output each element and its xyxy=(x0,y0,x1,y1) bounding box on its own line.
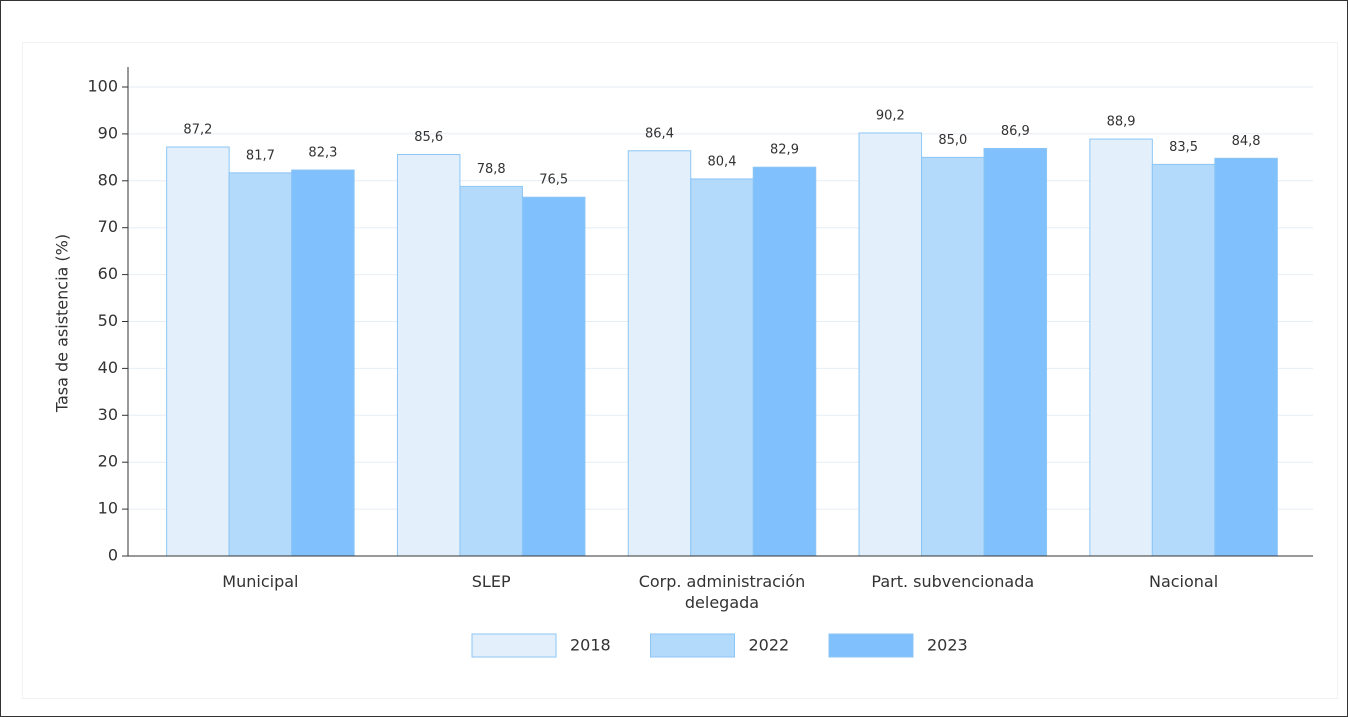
y-tick-label: 80 xyxy=(98,170,118,189)
x-tick-label: SLEP xyxy=(471,572,511,591)
y-tick-label: 10 xyxy=(98,499,118,518)
y-tick-label: 60 xyxy=(98,264,118,283)
value-label: 86,9 xyxy=(1001,124,1030,139)
legend-label: 2022 xyxy=(749,636,790,655)
x-tick-label: Part. subvencionada xyxy=(871,572,1035,591)
x-tick-label: Corp. administración delegada xyxy=(638,572,806,612)
y-axis-title: Tasa de asistencia (%) xyxy=(53,234,72,413)
value-label: 85,0 xyxy=(938,133,967,148)
x-tick-label: Nacional xyxy=(1148,572,1219,591)
bar xyxy=(459,185,523,557)
bar xyxy=(396,154,461,557)
legend-swatch xyxy=(650,633,735,658)
bar xyxy=(690,178,754,557)
value-label: 83,5 xyxy=(1169,140,1198,155)
y-tick-label: 100 xyxy=(87,77,118,96)
bar xyxy=(291,169,355,557)
y-tick-label: 70 xyxy=(98,217,118,236)
legend-label: 2018 xyxy=(570,636,611,655)
value-label: 81,7 xyxy=(246,148,275,163)
bar xyxy=(858,132,923,557)
panel xyxy=(22,42,1338,699)
value-label: 82,9 xyxy=(770,143,799,158)
x-tick-label: Municipal xyxy=(222,572,299,591)
bar xyxy=(921,156,985,557)
bar xyxy=(1214,157,1278,557)
bar xyxy=(752,166,817,557)
legend-swatch xyxy=(828,633,914,658)
bar xyxy=(1089,138,1153,557)
y-tick-label: 0 xyxy=(108,546,118,565)
bar xyxy=(627,150,692,557)
value-label: 85,6 xyxy=(414,130,443,145)
value-label: 87,2 xyxy=(183,123,212,138)
bar xyxy=(228,172,293,557)
value-label: 90,2 xyxy=(876,108,905,123)
value-label: 76,5 xyxy=(539,173,568,188)
bar xyxy=(1151,163,1216,557)
value-label: 78,8 xyxy=(477,162,506,177)
legend-swatch xyxy=(471,633,557,658)
value-label: 84,8 xyxy=(1232,134,1261,149)
y-tick-label: 30 xyxy=(98,405,118,424)
y-tick-label: 20 xyxy=(98,452,118,471)
bar xyxy=(166,146,230,557)
legend-label: 2023 xyxy=(927,636,968,655)
y-tick-label: 50 xyxy=(98,311,118,330)
y-tick-label: 90 xyxy=(98,123,118,142)
value-label: 80,4 xyxy=(708,154,737,169)
y-tick-label: 40 xyxy=(98,358,118,377)
value-label: 86,4 xyxy=(645,126,674,141)
bar xyxy=(983,147,1048,557)
value-label: 82,3 xyxy=(308,146,337,161)
bar xyxy=(521,196,586,557)
value-label: 88,9 xyxy=(1107,115,1136,130)
